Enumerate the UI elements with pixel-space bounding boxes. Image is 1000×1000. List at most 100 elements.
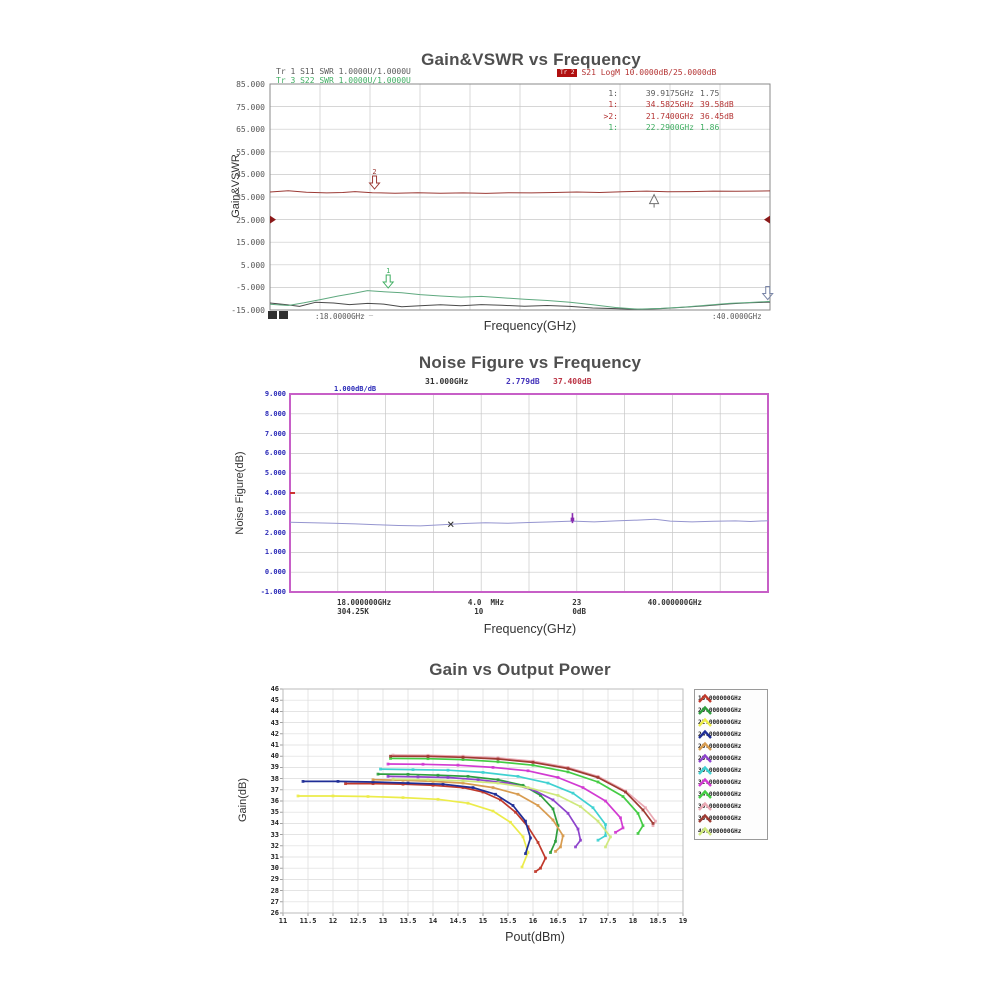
chart2-yaxis-label: Noise Figure(dB) — [234, 451, 246, 535]
data-point — [481, 790, 485, 794]
legend-row: 38.000000GHz — [698, 813, 764, 825]
data-point — [526, 769, 530, 773]
x-tick-label: 13 — [378, 917, 388, 925]
chart2-scale-label: 1.000dB/dB — [334, 385, 377, 393]
legend-caret-glyph — [698, 814, 712, 824]
data-point — [516, 774, 520, 778]
data-point — [461, 786, 465, 789]
marker-down-arrow — [368, 175, 381, 190]
data-point — [441, 782, 445, 786]
data-point — [576, 827, 580, 831]
x-tick-label: 11 — [278, 917, 288, 925]
y-tick-label: -1.000 — [260, 588, 286, 596]
legend-label: 38.000000GHz — [698, 815, 742, 823]
data-point — [371, 778, 375, 782]
legend-label: 34.000000GHz — [698, 791, 742, 799]
chart1-yaxis-label: Gain&VSWR — [230, 154, 242, 218]
y-tick-label: 27 — [270, 897, 279, 906]
chart2-bottom-annotation: 40.000000GHz — [647, 598, 702, 607]
x-tick-label: 14 — [428, 917, 438, 925]
y-tick-label: 36 — [270, 797, 279, 805]
readout-lbl: 1: — [608, 123, 618, 133]
data-point — [551, 818, 555, 822]
legend-row: 20.000000GHz — [698, 704, 764, 716]
marker-readout-row: 1: 22.2900GHz 1.86 — [596, 122, 768, 133]
data-point — [621, 795, 625, 798]
legend-caret-glyph — [698, 802, 712, 812]
data-point — [446, 776, 450, 779]
data-point — [496, 778, 500, 782]
y-tick-label: 34 — [270, 819, 279, 828]
legend-caret-glyph — [698, 705, 712, 715]
y-tick-label: 33 — [270, 830, 279, 839]
y-tick-label: 32 — [270, 841, 279, 850]
data-point — [496, 757, 500, 761]
chart1-xaxis-label: Frequency(GHz) — [483, 319, 577, 333]
data-point — [344, 782, 347, 786]
legend-label: 20.000000GHz — [698, 706, 742, 714]
y-tick-label: 39 — [270, 763, 279, 772]
chart1-trace2-header: Tr 2 S21 LogM 10.0000dB/25.0000dB — [557, 68, 716, 77]
data-point — [551, 798, 555, 802]
series-s22-swr — [269, 290, 771, 310]
data-point — [529, 836, 532, 840]
marker-readout-row: 1: 39.9175GHz 1.75 — [596, 88, 768, 99]
y-tick-label: 9.000 — [264, 390, 286, 398]
data-point — [551, 807, 555, 811]
data-point — [531, 788, 535, 792]
data-point — [591, 806, 595, 810]
chart2-xaxis-label: Frequency(GHz) — [483, 622, 577, 636]
x-tick-label: 16.5 — [549, 917, 567, 925]
data-point — [621, 826, 625, 830]
data-point — [481, 771, 485, 774]
data-point — [466, 774, 470, 778]
legend-caret-glyph — [698, 729, 712, 739]
series-36-000000ghz — [392, 754, 657, 827]
series-noise-figure — [289, 518, 769, 527]
data-point — [416, 775, 420, 779]
data-point — [426, 778, 430, 782]
legend-caret-icon — [698, 717, 712, 727]
series-38-000000ghz — [390, 755, 654, 824]
legend-caret-glyph — [698, 765, 712, 775]
data-point — [456, 763, 460, 767]
readout-lbl: 1: — [608, 89, 618, 98]
legend-label: 22.000000GHz — [698, 718, 742, 726]
data-point — [331, 794, 335, 798]
data-point — [561, 834, 565, 838]
data-point — [536, 841, 540, 844]
chart2-bottom-row1: 18.000000GHz 4.0 MHz 23 40.000000GHz — [290, 598, 768, 607]
chart2-marker-freq: 31.000GHz — [425, 377, 469, 386]
data-point — [524, 819, 527, 823]
data-point — [596, 838, 600, 842]
legend-row: 22.000000GHz — [698, 716, 764, 728]
trace2-text: S21 LogM 10.0000dB/25.0000dB — [581, 68, 717, 77]
y-tick-label: 65.000 — [236, 125, 265, 135]
y-tick-label: 38 — [270, 774, 279, 783]
chart2-bottom-annotation: 0dB — [572, 607, 586, 616]
marker-x — [447, 521, 454, 528]
data-point — [521, 835, 525, 839]
readout-frq: 34.5825GHz — [645, 100, 694, 110]
legend-label: 24.000000GHz — [698, 730, 742, 738]
y-tick-label: 8.000 — [264, 409, 286, 418]
series-24-000000ghz — [303, 780, 532, 854]
legend-label: 26.000000GHz — [698, 742, 742, 750]
legend-caret-glyph — [698, 777, 712, 788]
y-tick-label: 42 — [270, 729, 279, 738]
data-point — [574, 845, 577, 849]
data-point — [426, 757, 430, 761]
data-point — [431, 780, 435, 783]
y-tick-label: 15.000 — [236, 238, 265, 248]
legend-label: 36.000000GHz — [698, 803, 742, 811]
x-tick-label: 12.5 — [349, 917, 367, 925]
reference-level-marker-left — [270, 215, 276, 224]
data-point — [401, 782, 405, 786]
data-point — [596, 780, 600, 784]
y-tick-label: 46 — [270, 685, 279, 693]
data-point — [389, 754, 392, 758]
chart2-bottom-row2: 304.25K 10 0dB — [290, 607, 768, 616]
chart2-title: Noise Figure vs Frequency — [418, 353, 642, 372]
channel-indicator-2 — [279, 311, 288, 319]
